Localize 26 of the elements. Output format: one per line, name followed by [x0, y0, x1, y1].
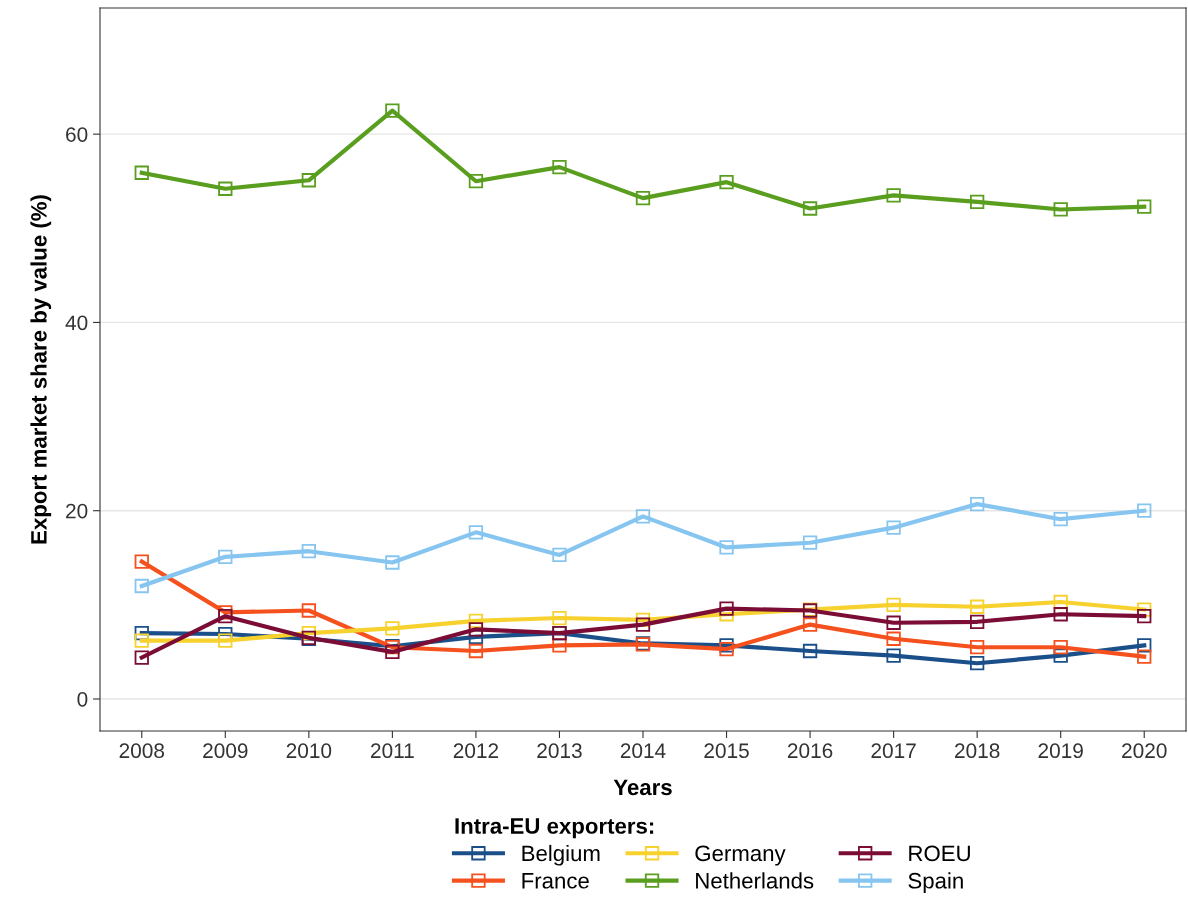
y-tick-label: 0: [77, 691, 88, 707]
x-tick-label: 2009: [203, 743, 248, 759]
y-tick-label: 40: [65, 315, 88, 331]
x-tick-label: 2020: [1122, 743, 1167, 759]
x-tick-label: 2011: [371, 743, 414, 759]
y-tick-label: 60: [66, 127, 88, 142]
x-tick-label: 2010: [286, 743, 332, 759]
legend-label: France: [522, 873, 589, 889]
y-axis-title: Export market share by value (%): [30, 195, 52, 544]
x-tick-label: 2016: [787, 743, 833, 759]
legend-label: Germany: [695, 845, 786, 866]
x-tick-label: 2019: [1038, 743, 1083, 759]
legend-label: Netherlands: [696, 872, 814, 889]
x-tick-label: 2018: [955, 743, 1000, 759]
x-tick-label: 2015: [704, 743, 749, 759]
x-axis-title: Years: [613, 779, 672, 796]
legend-label: ROEU: [909, 845, 970, 862]
legend-label: Spain: [908, 872, 963, 893]
x-tick-label: 2017: [871, 743, 916, 759]
x-tick-label: 2012: [453, 743, 499, 759]
x-tick-label: 2013: [537, 743, 582, 759]
y-tick-label: 20: [66, 503, 88, 519]
x-tick-label: 2014: [620, 743, 666, 759]
legend-title: Intra-EU exporters:: [455, 818, 654, 839]
legend-label: Belgium: [522, 844, 600, 866]
x-tick-label: 2008: [119, 743, 165, 759]
